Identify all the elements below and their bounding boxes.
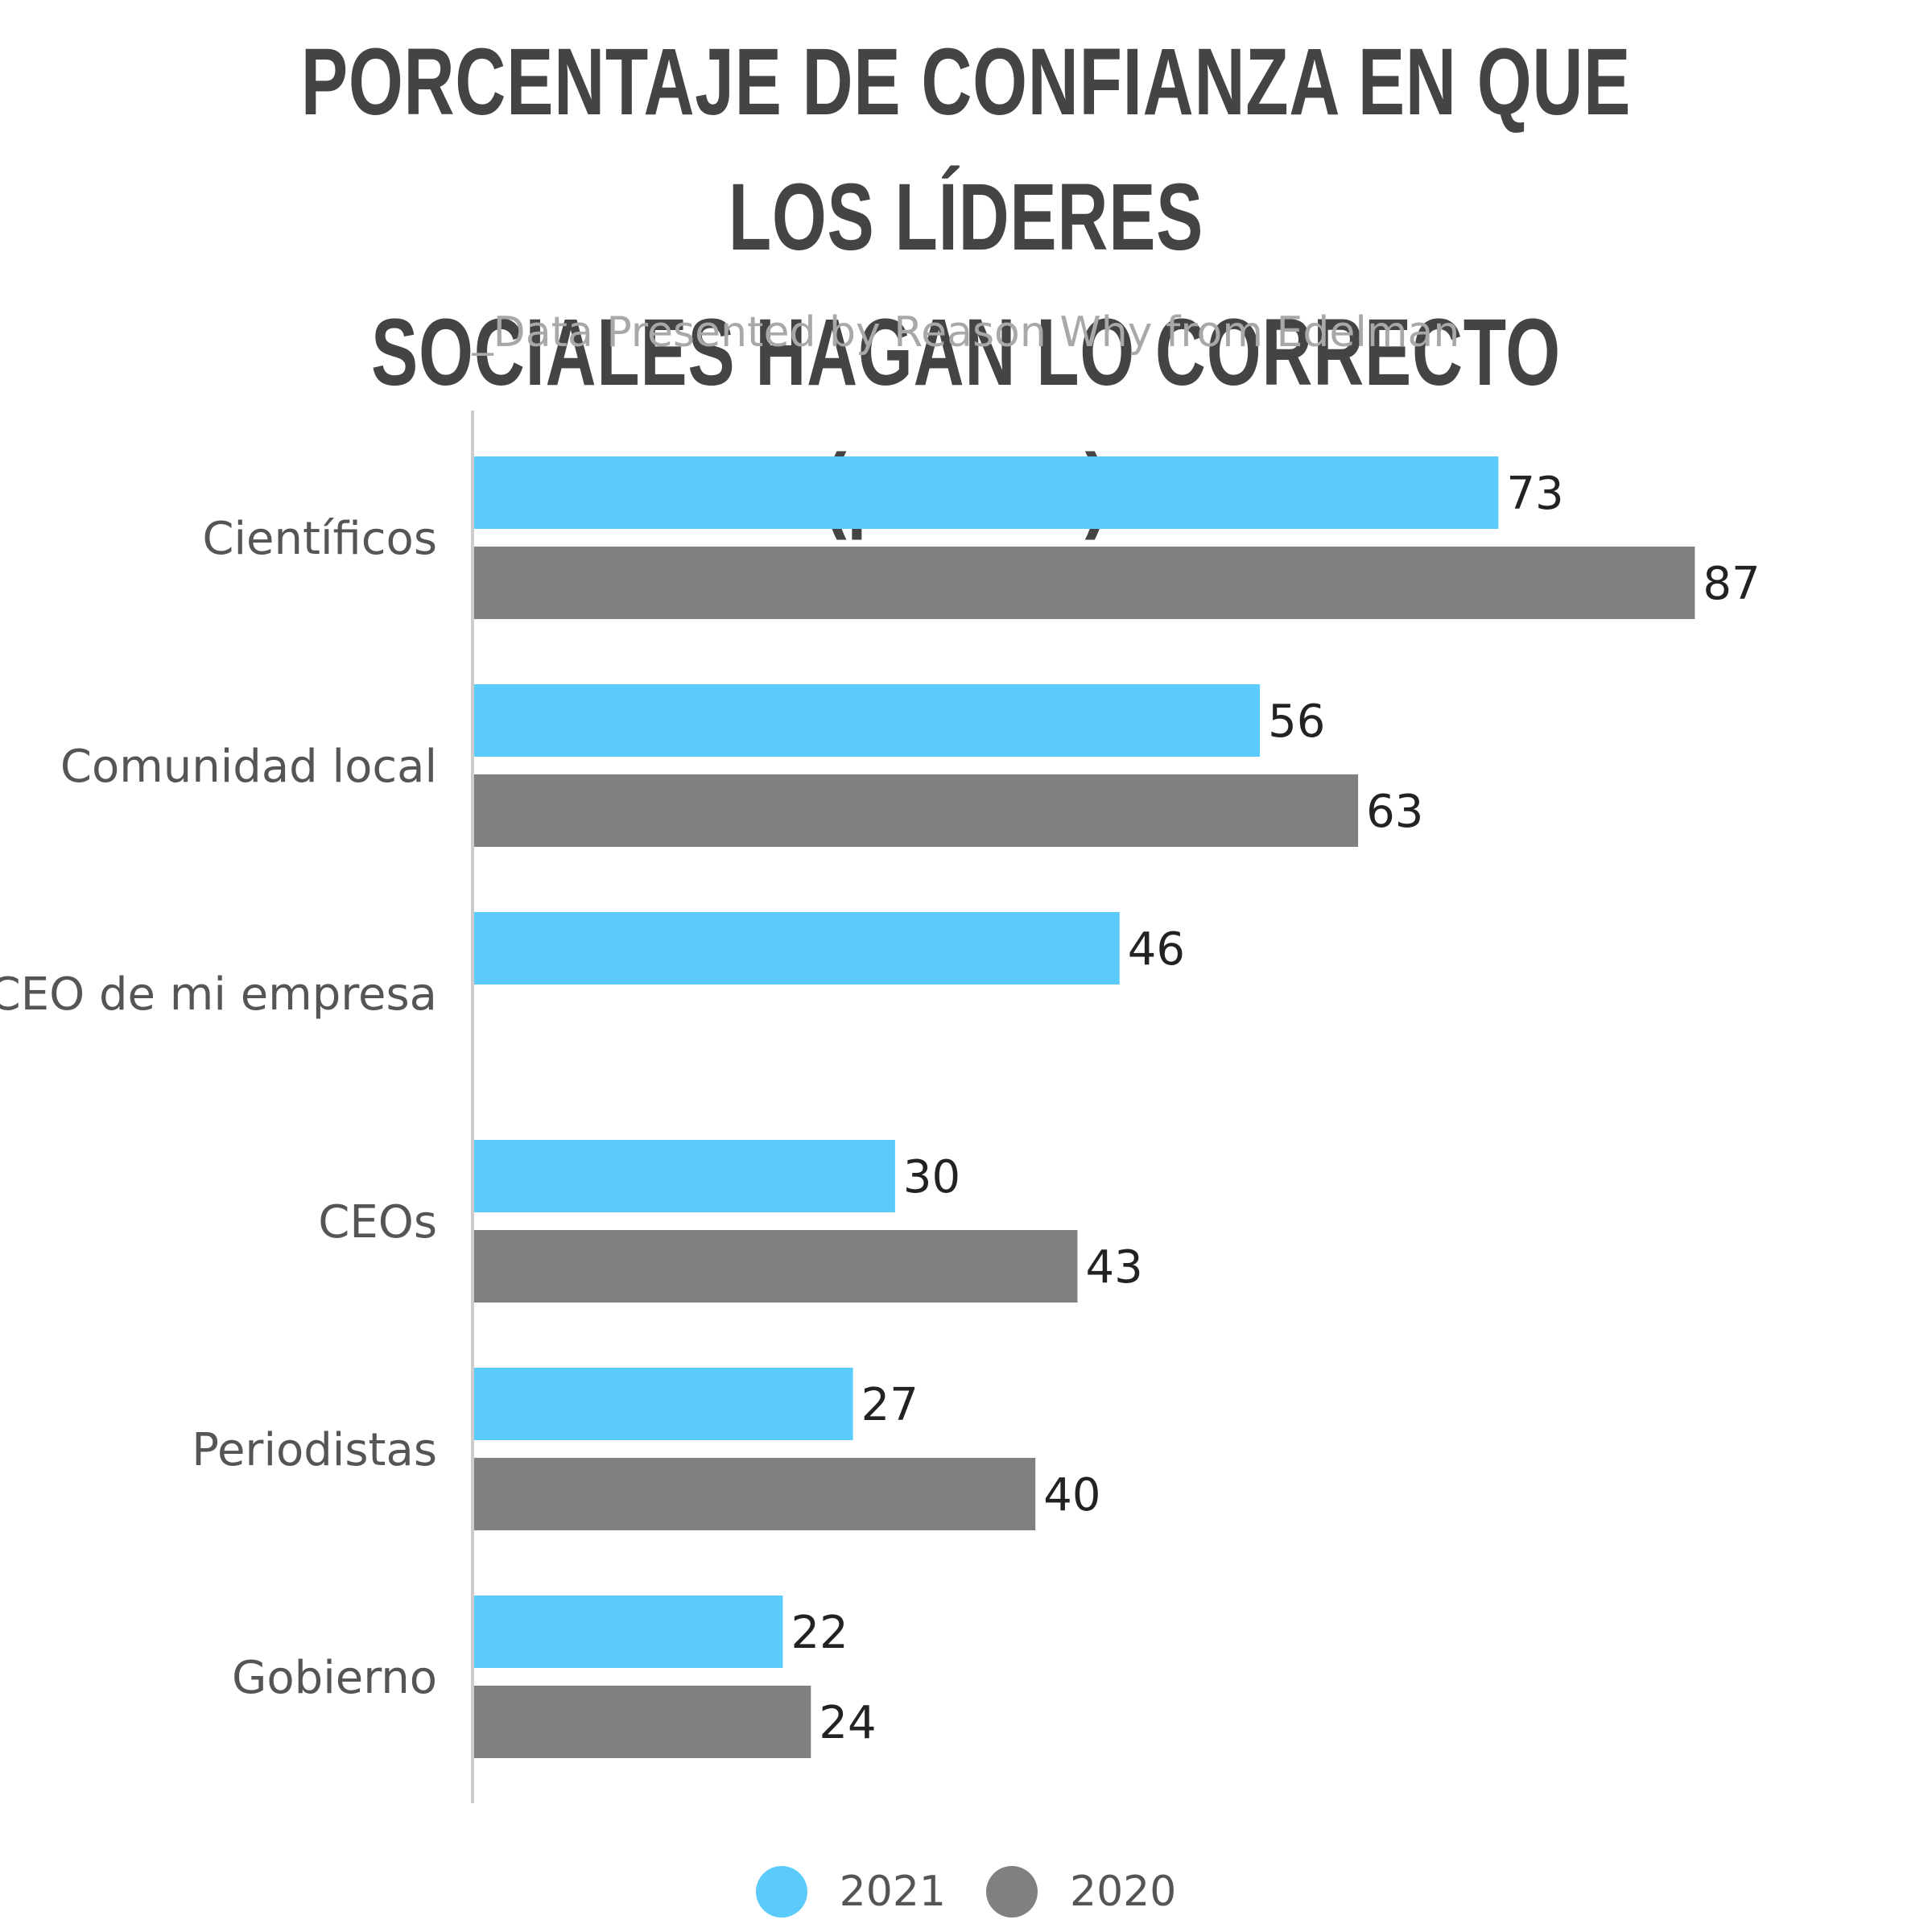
data-label-2021: 56 [1268,696,1325,748]
category-label: CEOs [318,1196,437,1249]
data-label-2021: 46 [1128,923,1185,976]
bar-2020 [474,774,1359,847]
bar-2021 [474,1140,895,1212]
category-label: Gobierno [232,1652,437,1704]
bar-chart: Científicos 73 87 Comunidad local 56 63 CEO de… [0,411,1761,1803]
legend-swatch-2020 [986,1866,1038,1918]
bar-2021 [474,912,1120,985]
chart-title: PORCENTAJE DE CONFIANZA EN QUE LOS LÍDER… [251,14,1681,555]
data-label-2020: 40 [1043,1469,1100,1521]
data-label-2021: 30 [903,1151,960,1203]
bar-2020 [474,547,1695,619]
bar-2021 [474,1368,853,1440]
data-label-2020: 43 [1085,1241,1142,1294]
category-label: Comunidad local [60,741,437,793]
bar-2021 [474,456,1499,529]
chart-title-line-1: PORCENTAJE DE CONFIANZA EN QUE LOS LÍDER… [300,29,1632,270]
category-label: Científicos [202,513,437,565]
bar-2020 [474,1458,1036,1530]
legend-label-2021: 2021 [839,1868,946,1916]
legend-item-2020: 2020 [986,1866,1176,1918]
legend-label-2020: 2020 [1070,1868,1177,1916]
chart-subtitle: _Data Presented by Reason Why from Edelm… [472,308,1460,357]
bar-2021 [474,1596,783,1668]
data-label-2021: 27 [861,1379,919,1431]
legend-item-2021: 2021 [755,1866,946,1918]
category-label: CEO de mi empresa [0,968,437,1021]
category-label: Periodistas [192,1424,437,1476]
data-label-2020: 63 [1366,786,1423,838]
bar-2021 [474,684,1261,757]
data-label-2021: 22 [791,1607,848,1659]
legend-swatch-2021 [755,1866,807,1918]
data-label-2020: 87 [1703,558,1760,610]
data-label-2021: 73 [1506,468,1563,520]
data-label-2020: 24 [819,1697,876,1749]
chart-legend: 2021 2020 [0,1852,1932,1932]
bar-2020 [474,1686,811,1758]
bar-2020 [474,1230,1078,1302]
